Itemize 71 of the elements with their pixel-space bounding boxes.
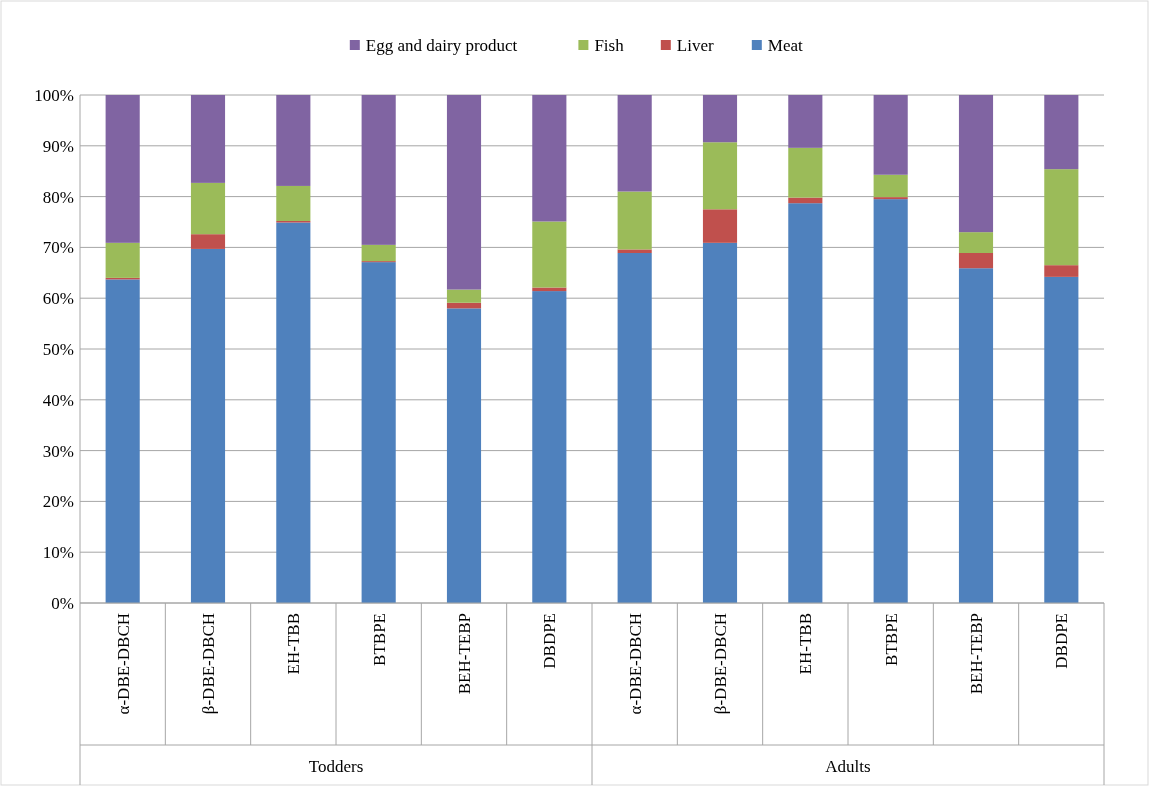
bar xyxy=(361,262,396,603)
y-tick-label: 50% xyxy=(42,339,74,359)
bar xyxy=(276,185,311,221)
bar xyxy=(1044,95,1079,170)
bar xyxy=(873,174,908,198)
y-tick-label: 10% xyxy=(42,543,74,563)
bar xyxy=(105,242,140,278)
text: Adults xyxy=(825,757,871,776)
y-tick-label: 40% xyxy=(42,390,74,410)
bar xyxy=(532,221,567,288)
x-tick-label: BTBPE xyxy=(881,613,901,666)
bar xyxy=(702,242,738,603)
text: Todders xyxy=(308,757,364,776)
x-tick-label: β-DBE-DBCH xyxy=(198,613,218,715)
bar xyxy=(873,197,908,200)
bar xyxy=(361,244,396,262)
bar xyxy=(958,95,994,233)
bar xyxy=(446,289,482,303)
bar xyxy=(532,291,567,603)
bar xyxy=(1044,265,1079,277)
bar xyxy=(617,191,652,250)
bar xyxy=(446,308,482,603)
bar xyxy=(190,95,226,183)
bar xyxy=(105,279,140,603)
y-tick-label: 0% xyxy=(51,593,74,613)
bar xyxy=(1044,276,1079,603)
bar xyxy=(361,95,396,245)
y-tick-label: 80% xyxy=(42,187,74,207)
bar xyxy=(617,252,652,603)
x-tick-label: BEH-TEBP xyxy=(454,613,474,695)
bar xyxy=(958,232,994,253)
x-tick-label: α-DBE-DBCH xyxy=(113,613,133,715)
bar xyxy=(276,222,311,603)
bar xyxy=(1044,169,1079,266)
bar xyxy=(105,95,140,243)
bar xyxy=(702,142,738,210)
legend-label: Egg and dairy product xyxy=(365,36,518,55)
bar xyxy=(617,249,652,253)
bar xyxy=(617,95,652,192)
y-tick-label: 100% xyxy=(34,85,74,105)
y-tick-label: 20% xyxy=(42,492,74,512)
x-tick-label: α-DBE-DBCH xyxy=(625,613,645,715)
x-tick-label: DBDPE xyxy=(540,613,560,669)
bar xyxy=(873,199,908,603)
bar xyxy=(958,268,994,603)
x-tick-label: BTBPE xyxy=(369,613,389,666)
bar xyxy=(190,248,226,603)
y-tick-label: 30% xyxy=(42,441,74,461)
bar xyxy=(788,147,823,198)
bar xyxy=(788,203,823,603)
legend-label: Meat xyxy=(767,36,804,55)
x-tick-label: EH-TBB xyxy=(796,613,816,675)
bar xyxy=(702,95,738,143)
x-tick-label: BEH-TEBP xyxy=(966,613,986,695)
legend-label: Liver xyxy=(676,36,714,55)
bar xyxy=(958,252,994,269)
x-tick-label: DBDPE xyxy=(1052,613,1072,669)
bar xyxy=(532,95,567,222)
x-tick-label: EH-TBB xyxy=(284,613,304,675)
bar xyxy=(276,95,311,186)
bar xyxy=(190,182,226,235)
bar xyxy=(873,95,908,175)
x-tick-label: β-DBE-DBCH xyxy=(710,613,730,715)
bar xyxy=(190,234,226,249)
bar xyxy=(788,95,823,148)
y-tick-label: 60% xyxy=(42,289,74,309)
y-tick-label: 70% xyxy=(42,238,74,258)
legend-label: Fish xyxy=(594,36,625,55)
y-tick-label: 90% xyxy=(42,136,74,156)
bar xyxy=(702,209,738,243)
bar xyxy=(446,95,482,290)
